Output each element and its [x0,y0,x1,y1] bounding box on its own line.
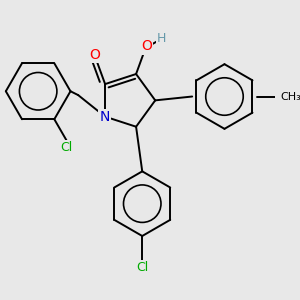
Text: N: N [99,110,110,124]
Text: Cl: Cl [60,141,72,154]
Text: H: H [157,32,167,45]
Text: Cl: Cl [136,261,148,274]
Text: O: O [141,39,152,53]
Text: O: O [90,48,101,62]
Text: CH₃: CH₃ [280,92,300,101]
